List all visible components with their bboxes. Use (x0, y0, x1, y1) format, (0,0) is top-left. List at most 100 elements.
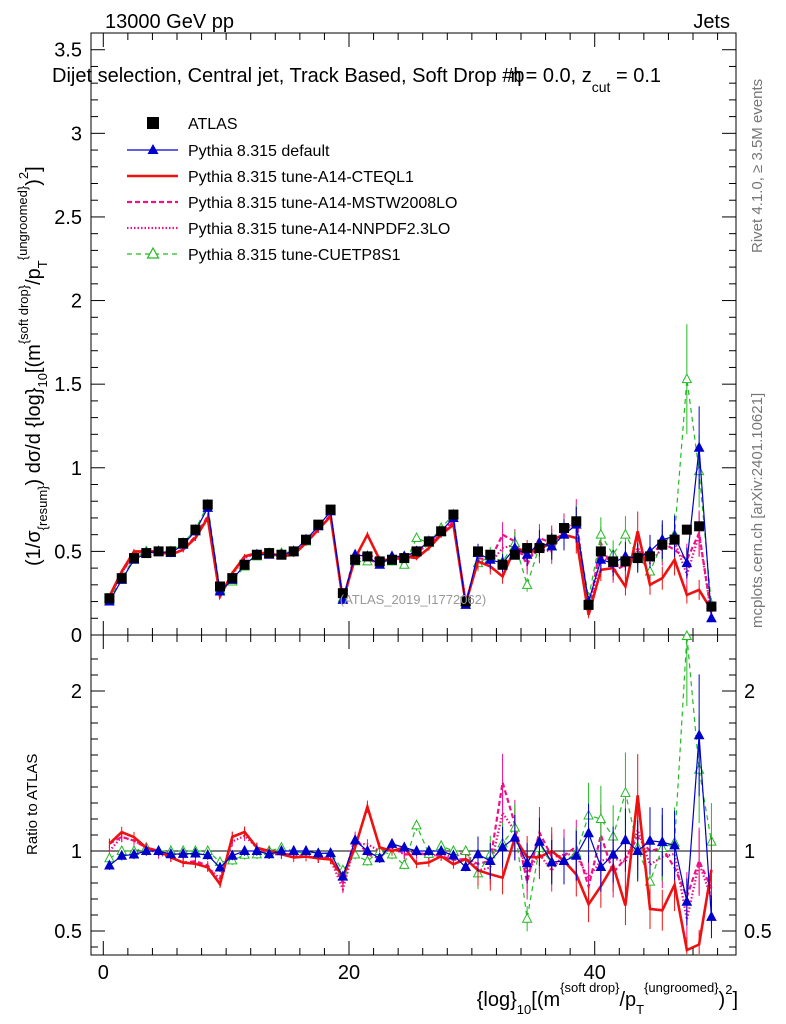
legend: ATLAS Pythia 8.315 default Pythia 8.315 … (127, 116, 457, 264)
series-line-main (108, 513, 713, 616)
data-point (534, 543, 545, 554)
analysis-id-label: (ATLAS_2019_I1772062) (340, 592, 486, 607)
data-point (227, 573, 238, 584)
series-marker (681, 557, 693, 568)
ratio-marker (558, 854, 570, 865)
data-point (129, 553, 139, 564)
data-point (448, 509, 459, 520)
data-point (632, 553, 643, 564)
data-point (485, 549, 496, 560)
series-line-ratio (108, 782, 713, 900)
legend-label-default: Pythia 8.315 default (188, 143, 330, 160)
title-end: = 0.1 (610, 65, 661, 87)
data-point (276, 549, 287, 560)
ratio-marker (681, 629, 693, 640)
legend-label-cteql1: Pythia 8.315 tune-A14-CTEQL1 (188, 169, 414, 186)
ratio-marker (693, 729, 705, 740)
series-line-ratio (108, 795, 713, 952)
ratio-marker (484, 854, 496, 865)
legend-entry-nnpdf: Pythia 8.315 tune-A14-NNPDF2.3LO (127, 221, 450, 238)
data-point (497, 559, 508, 570)
series-line-main (108, 379, 712, 605)
data-point (288, 546, 299, 557)
atlas-data (104, 499, 717, 612)
ratio-marker (239, 844, 250, 855)
ratio-marker (214, 861, 226, 872)
ratio-marker (398, 841, 410, 852)
data-point (264, 548, 275, 559)
data-point (251, 549, 262, 560)
rivet-label: Rivet 4.1.0, ≥ 3.5M events (749, 79, 766, 253)
ratio-marker (140, 844, 152, 855)
y-tick-label: 3 (71, 123, 82, 145)
ratio-marker (374, 852, 386, 863)
ratio-marker (362, 844, 373, 855)
data-point (706, 601, 717, 612)
legend-label-cuetp8s1: Pythia 8.315 tune-CUETP8S1 (188, 247, 401, 264)
data-point (104, 593, 115, 604)
series-marker (398, 558, 410, 569)
data-point (559, 522, 569, 533)
ratio-marker (595, 860, 607, 871)
data-point (669, 534, 680, 545)
series-marker (693, 441, 705, 452)
tick-layer: 0 20 40 0 0.5 1 1.5 2 2.5 3 3.5 0.5 0.5 1 1 2 2 (54, 33, 772, 984)
y-tick-label: 2 (71, 291, 82, 313)
data-point (509, 549, 520, 560)
ratio-marker (595, 812, 607, 823)
ratio-marker (177, 847, 189, 858)
data-point (546, 534, 557, 545)
title-cut: cut (592, 79, 611, 95)
legend-label-mstw: Pythia 8.315 tune-A14-MSTW2008LO (188, 195, 457, 212)
ratio-marker (226, 849, 238, 860)
ratio-marker (656, 836, 668, 847)
legend-entry-atlas: ATLAS (147, 116, 238, 133)
data-point (657, 539, 668, 550)
series-marker (706, 612, 717, 623)
x-tick-label: 0 (98, 962, 109, 984)
legend-entry-mstw: Pythia 8.315 tune-A14-MSTW2008LO (127, 195, 457, 212)
ratio-marker (411, 819, 422, 830)
x-tick-label: 40 (584, 962, 606, 984)
y-tick-label: 1.5 (54, 374, 82, 396)
data-point (116, 573, 127, 584)
energy-label: 13000 GeV pp (105, 11, 234, 33)
legend-entry-default: Pythia 8.315 default (127, 143, 330, 160)
ratio-marker (386, 837, 398, 848)
ratio-marker (362, 855, 373, 866)
data-point (239, 559, 250, 570)
data-point (411, 546, 422, 557)
ratio-marker (300, 844, 312, 855)
series-marker (681, 373, 693, 384)
ratio-marker (190, 847, 201, 858)
data-point (595, 546, 606, 557)
data-point (337, 588, 348, 599)
y-tick-label: 3.5 (54, 40, 82, 62)
ratio-marker (681, 895, 693, 906)
series-marker (546, 540, 558, 551)
series-marker (620, 528, 631, 539)
data-point (460, 596, 471, 607)
ratio-marker (644, 834, 656, 845)
series-2 (108, 511, 713, 954)
data-point (165, 546, 176, 557)
series-marker (595, 553, 607, 564)
data-point (645, 551, 655, 562)
ratio-marker (448, 849, 459, 860)
data-point (374, 556, 385, 567)
x-axis-label: {log}10[(m{soft drop}/pT{ungroomed})2] (477, 980, 738, 1017)
series-4 (108, 506, 713, 940)
ratio-y-tick-label: 1 (71, 841, 82, 863)
data-point (313, 519, 324, 530)
x-tick-label: 20 (338, 962, 360, 984)
ratio-y-tick-label: 0.5 (54, 921, 82, 943)
data-point (423, 536, 434, 547)
series-layer (104, 324, 717, 954)
ratio-marker (153, 844, 164, 855)
series-marker (595, 528, 607, 539)
data-point (571, 516, 582, 527)
data-point (620, 556, 631, 567)
ratio-marker (521, 912, 533, 923)
data-point (436, 526, 447, 537)
